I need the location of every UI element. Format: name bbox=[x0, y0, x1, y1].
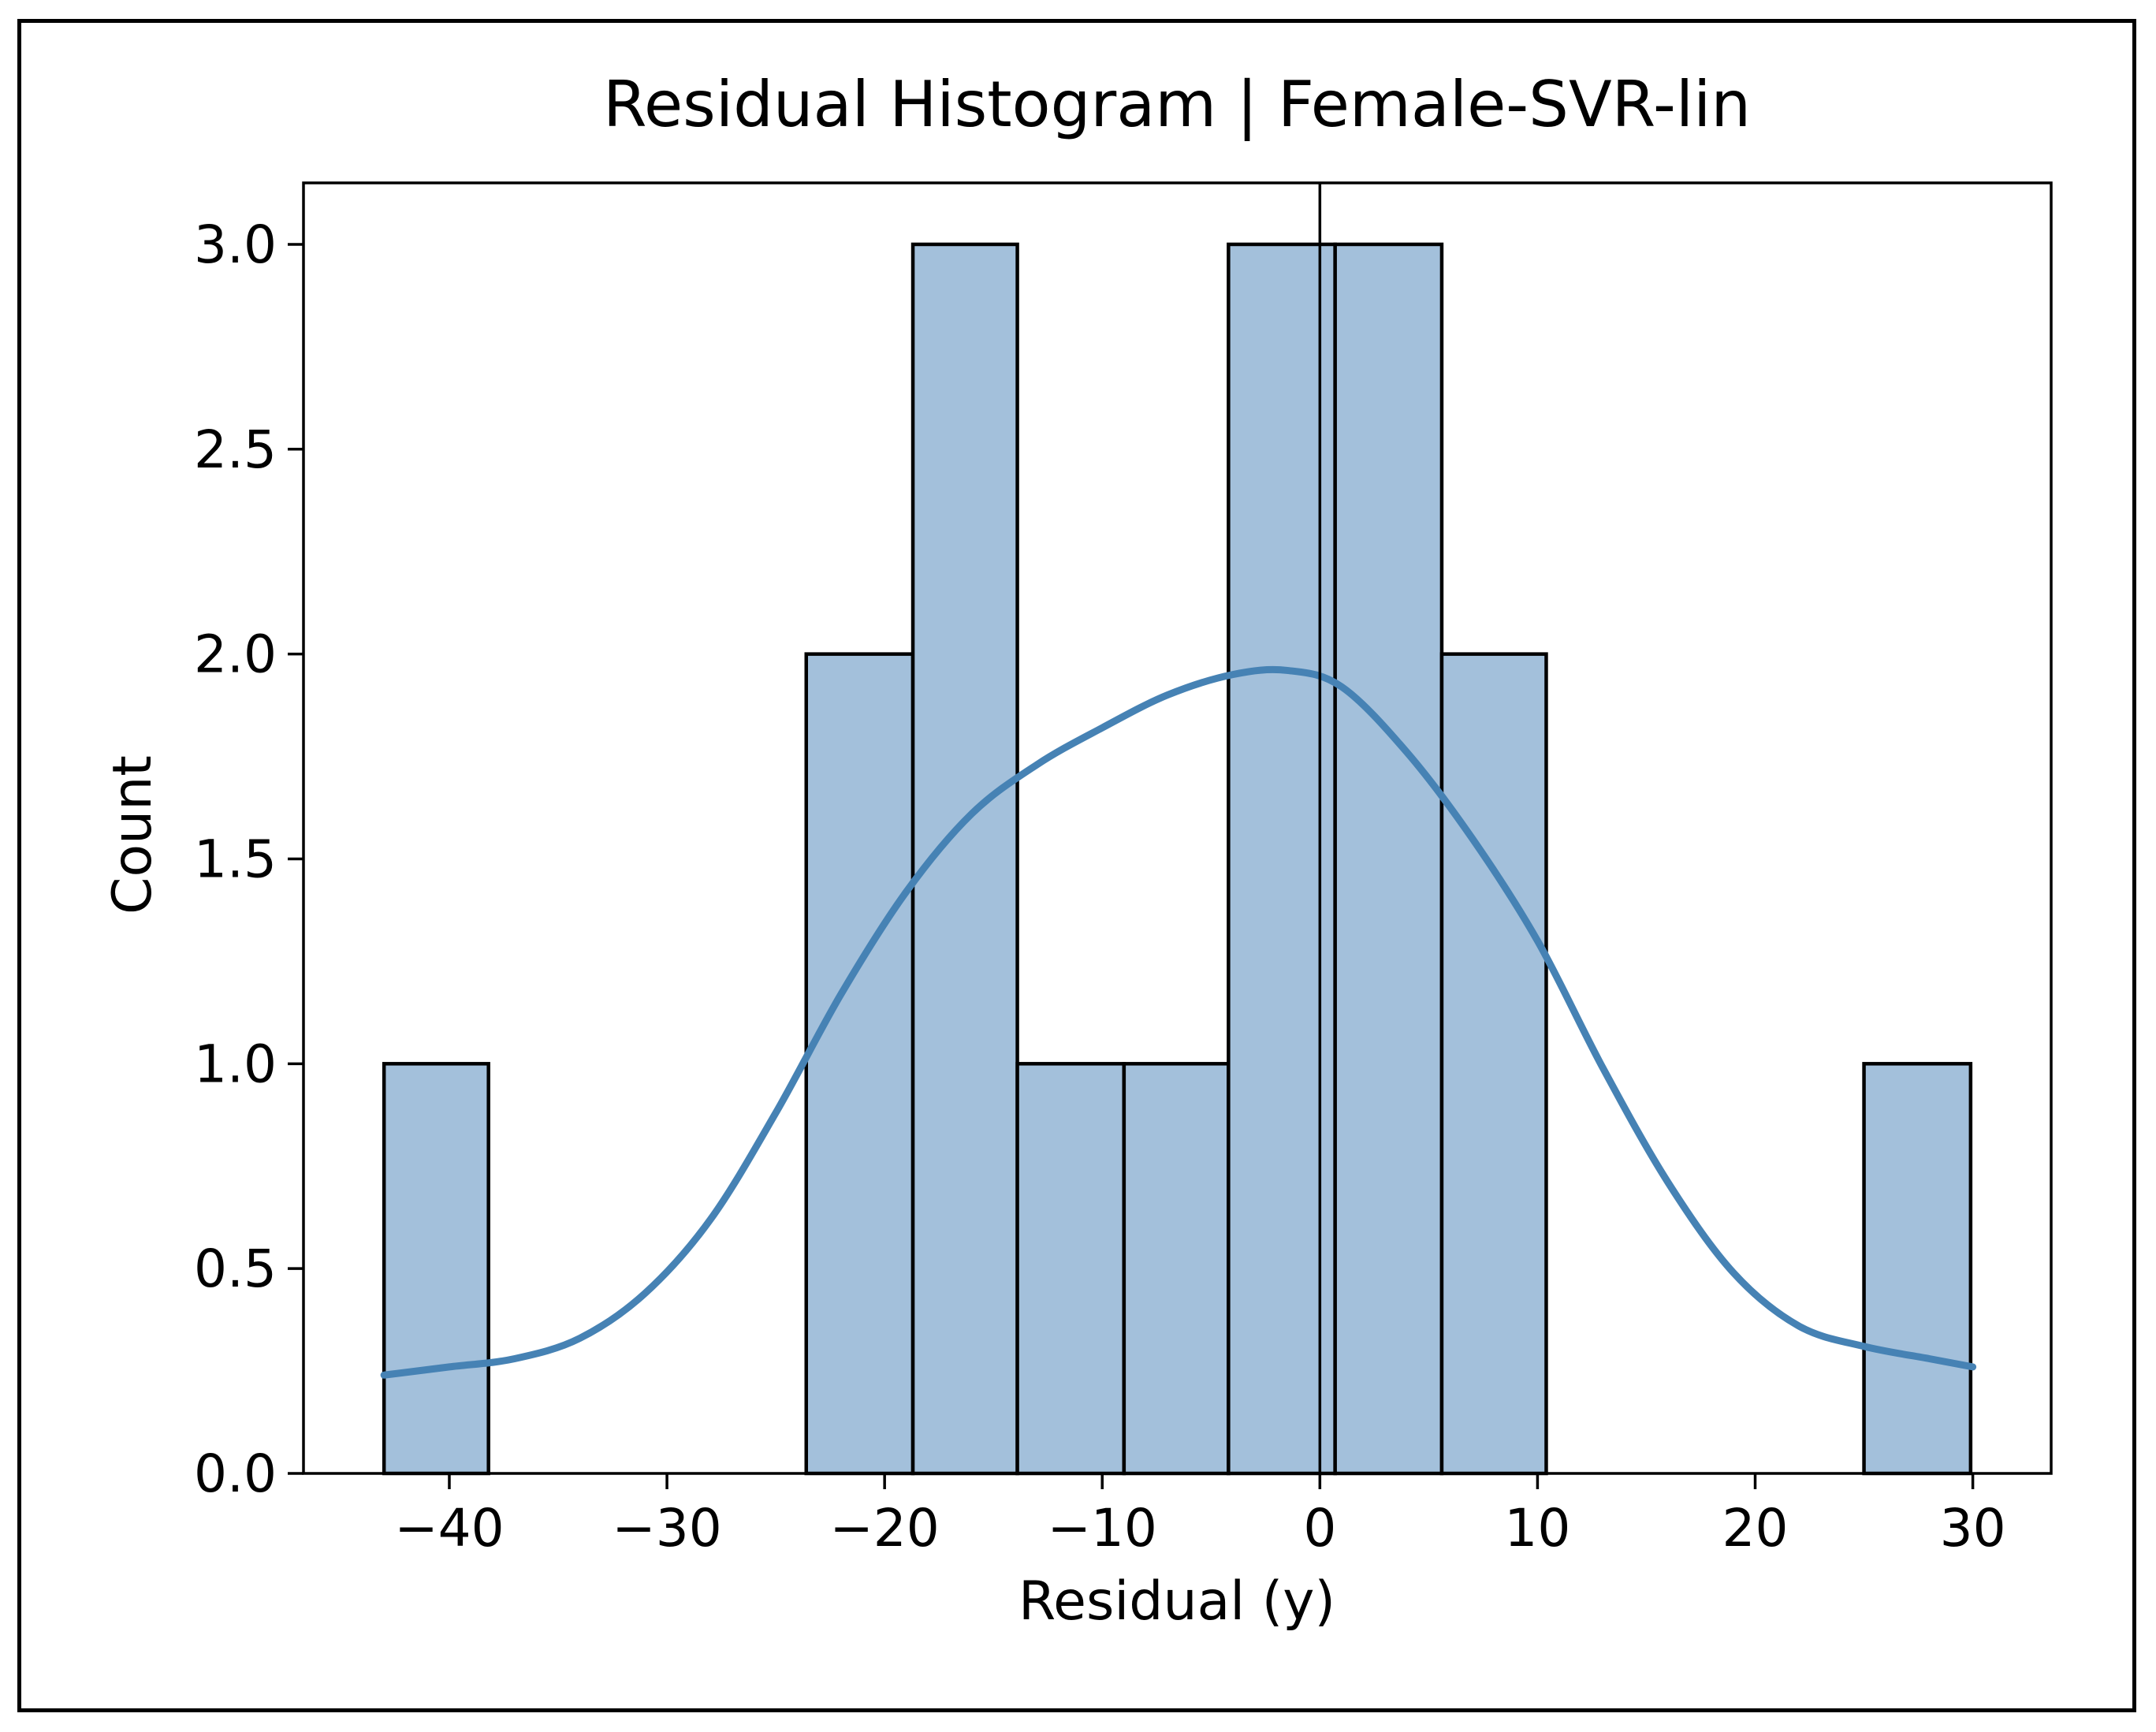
x-tick-label: 10 bbox=[1504, 1498, 1570, 1559]
bars-layer bbox=[382, 242, 1973, 1476]
plot-area-border bbox=[302, 181, 2053, 1475]
histogram-chart: −40 −30 −20 −10 0 10 20 30 0.0 0.5 1.0 1.5 2.0 2.5 3.… bbox=[102, 68, 2053, 1633]
y-tick-label: 3.0 bbox=[194, 214, 277, 275]
histogram-bar-6 bbox=[1015, 1062, 1126, 1476]
histogram-bar-14 bbox=[1862, 1062, 1973, 1476]
y-axis-ticks: 0.0 0.5 1.0 1.5 2.0 2.5 3.0 bbox=[194, 214, 303, 1504]
x-tick-label: 30 bbox=[1940, 1498, 2006, 1559]
histogram-bar-0 bbox=[382, 1062, 490, 1476]
figure-frame: −40 −30 −20 −10 0 10 20 30 0.0 0.5 1.0 1.5 2.0 2.5 3.… bbox=[17, 19, 2136, 1712]
y-tick-label: 1.5 bbox=[194, 829, 277, 889]
x-axis-ticks: −40 −30 −20 −10 0 10 20 30 bbox=[394, 1473, 2006, 1559]
kde-curve bbox=[380, 665, 1977, 1379]
x-tick-label: 20 bbox=[1722, 1498, 1789, 1559]
y-axis-label: Count bbox=[102, 755, 164, 914]
histogram-bar-10 bbox=[1439, 652, 1548, 1476]
x-tick-label: −10 bbox=[1048, 1498, 1157, 1559]
x-axis-label: Residual (y) bbox=[1018, 1570, 1335, 1633]
x-tick-label: −20 bbox=[830, 1498, 940, 1559]
y-tick-label: 0.0 bbox=[194, 1443, 277, 1504]
y-tick-label: 2.5 bbox=[194, 419, 277, 480]
x-tick-label: 0 bbox=[1303, 1498, 1336, 1559]
x-tick-label: −40 bbox=[394, 1498, 504, 1559]
histogram-bar-7 bbox=[1122, 1062, 1231, 1476]
y-tick-label: 2.0 bbox=[194, 624, 277, 685]
chart-title: Residual Histogram | Female-SVR-lin bbox=[603, 68, 1751, 142]
histogram-bar-4 bbox=[804, 652, 915, 1476]
histogram-bar-9 bbox=[1333, 242, 1444, 1476]
histogram-bar-8 bbox=[1227, 242, 1337, 1476]
x-tick-label: −30 bbox=[612, 1498, 721, 1559]
y-tick-label: 0.5 bbox=[194, 1238, 277, 1299]
y-tick-label: 1.0 bbox=[194, 1034, 277, 1094]
